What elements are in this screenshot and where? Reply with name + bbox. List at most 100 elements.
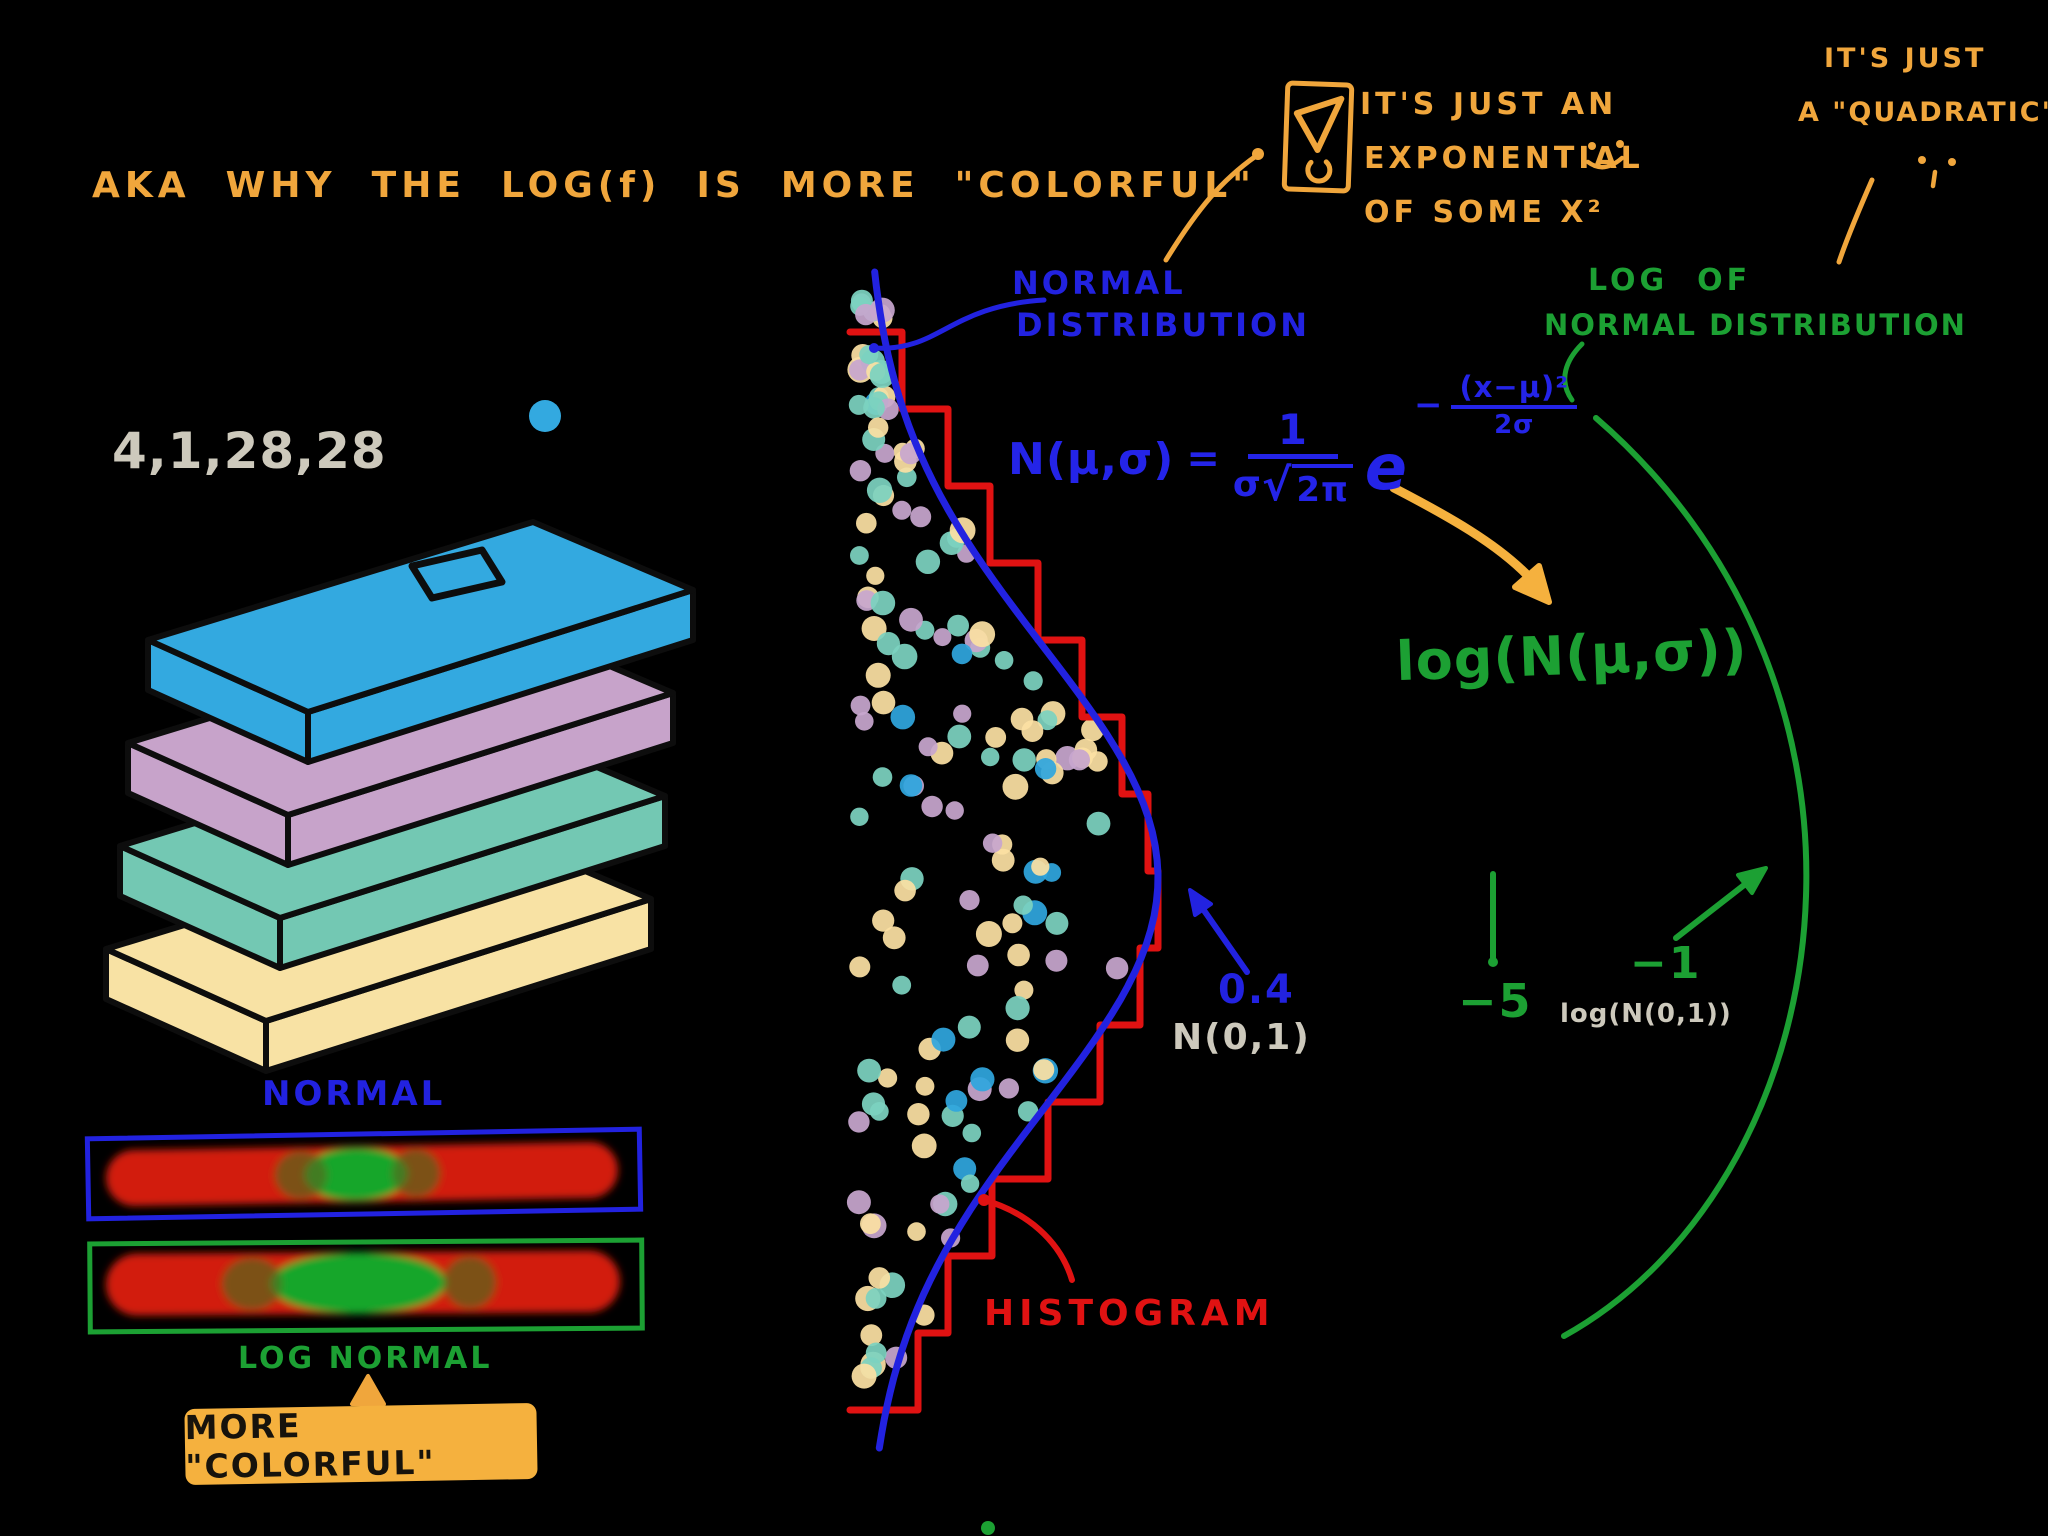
scatter-dot	[918, 737, 938, 757]
scatter-dot	[1005, 996, 1030, 1021]
log-label-hook	[1562, 341, 1585, 403]
log-n01-label: log(N(0,1))	[1560, 999, 1732, 1029]
scatter-dot	[933, 628, 952, 647]
n01-label: N(0,1)	[1172, 1017, 1311, 1058]
scatter-dot	[960, 1174, 980, 1193]
scatter-dot	[1031, 857, 1050, 876]
scatter-dot	[1045, 911, 1069, 935]
formula-e: e	[1364, 430, 1408, 504]
scatter-dot	[869, 1102, 889, 1121]
quadratic-note-line1: IT'S JUST	[1824, 43, 1987, 74]
scatter-dot	[1034, 758, 1057, 780]
histogram-label: HISTOGRAM	[984, 1293, 1275, 1334]
scatter-dot	[897, 467, 917, 488]
log-normal-heatmap-frame	[87, 1237, 645, 1335]
scatter-dot	[850, 807, 869, 826]
heatmap-log-normal	[87, 1237, 645, 1335]
scatter-dot	[1105, 957, 1129, 980]
scatter-dot	[866, 566, 885, 585]
exponential-note-line2: EXPONENTIAL	[1364, 141, 1644, 176]
scatter-dot	[953, 1157, 977, 1181]
scatter-dot	[850, 695, 871, 716]
scatter-dot	[882, 926, 906, 950]
scatter-dot	[850, 546, 869, 565]
scatter-dot	[899, 774, 923, 797]
scatter-dot	[849, 956, 871, 978]
normal-distribution-connector	[869, 297, 1047, 353]
scatter-dot	[945, 801, 964, 820]
normal-curve-layer	[871, 268, 1162, 1452]
scatter-dot	[991, 848, 1015, 872]
log-transform-arrow	[1389, 483, 1552, 605]
smiley-icon	[1585, 140, 1625, 170]
scatter-dot	[1068, 749, 1090, 771]
normal-distribution-label-line1: NORMAL	[1012, 264, 1186, 302]
scatter-dot	[849, 359, 871, 381]
scatter-dot	[947, 614, 969, 637]
scatter-dot	[953, 704, 972, 723]
log-normal-curve	[1561, 415, 1810, 1339]
heatmap-normal	[84, 1126, 644, 1222]
minus-one-label: −1	[1630, 938, 1702, 989]
normal-heatmap-frame	[84, 1126, 644, 1222]
scatter-dot	[998, 1078, 1020, 1099]
scatter-dot	[892, 975, 912, 995]
log-of-normal-label-line1: LOG OF	[1588, 263, 1752, 298]
scatter-dot	[982, 833, 1003, 853]
minus-five-label: −5	[1458, 974, 1533, 1028]
scatter-dot	[1013, 895, 1033, 915]
scatter-dot	[872, 909, 895, 932]
scatter-dot	[851, 1363, 877, 1389]
page-title: AKA WHY THE LOG(f) IS MORE "COLORFUL"	[92, 165, 1256, 206]
scatter-dot	[951, 643, 973, 665]
smiley-icon	[1918, 156, 1956, 189]
scatter-dot	[855, 712, 874, 731]
scatter-dot	[871, 690, 896, 715]
exclamation-note-connector-dot	[1252, 148, 1264, 160]
tensor-layer-stack	[103, 519, 696, 1074]
peak-arrow	[1188, 888, 1250, 975]
scatter-dot	[868, 1267, 891, 1289]
scatter-dot	[911, 1133, 937, 1159]
log-formula: log(N(μ,σ))	[1395, 617, 1749, 694]
histogram-steps	[846, 328, 1162, 1414]
scatter-dot	[915, 1076, 935, 1096]
scatter-dot	[1005, 1028, 1030, 1052]
quadratic-note-line2: A "QUADRATIC"	[1798, 97, 2048, 128]
log-normal-heatmap-label: LOG NORMAL	[238, 1341, 493, 1376]
scatter-dot	[878, 1068, 898, 1088]
minus-five-tick	[1488, 871, 1498, 967]
scatter-dot	[1002, 773, 1029, 800]
formula-exponent: − (x−μ)² 2σ	[1414, 370, 1578, 440]
scatter-dot	[890, 704, 916, 730]
scatter-dot	[1010, 707, 1034, 731]
scatter-dot	[1007, 943, 1030, 967]
formula-equals: =	[1186, 436, 1221, 483]
scatter-dot	[921, 795, 943, 818]
histogram-layer	[846, 328, 1162, 1414]
scatter-dot	[848, 1111, 870, 1133]
scatter-dot	[957, 1015, 981, 1039]
scatter-dot	[899, 607, 923, 632]
normal-curve	[871, 268, 1162, 1452]
scatter-dot	[1023, 671, 1043, 691]
scatter-dot	[981, 747, 1000, 767]
scatter-dot	[1045, 949, 1068, 972]
peak-value-label: 0.4	[1218, 967, 1295, 1013]
scatter-dot	[970, 1067, 995, 1092]
scatter-dot	[848, 394, 869, 415]
exclamation-icon	[1281, 80, 1355, 194]
scatter-dot	[861, 616, 887, 641]
scatter-dot	[1012, 748, 1036, 772]
scatter-dot	[863, 397, 885, 419]
scatter-dot	[894, 879, 916, 902]
formula-lhs: N(μ,σ)	[1008, 433, 1175, 485]
scatter-dot	[1002, 913, 1023, 934]
more-colorful-callout: MORE "COLORFUL"	[184, 1402, 538, 1486]
scatter-dot	[1087, 751, 1108, 772]
scatter-dot	[865, 1342, 887, 1364]
formula-fraction: 1 σ √ 2π	[1233, 407, 1353, 510]
scatter-dot	[915, 549, 941, 574]
scatter-dot	[1037, 710, 1058, 731]
